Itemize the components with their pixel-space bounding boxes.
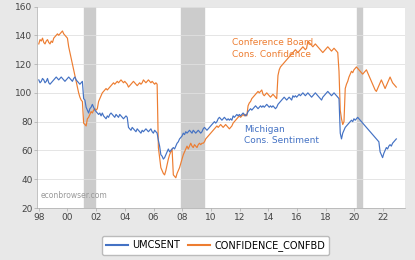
Text: Conference Board
Cons. Confidence: Conference Board Cons. Confidence — [232, 38, 314, 59]
Bar — [357, 6, 361, 208]
Text: Michigan
Cons. Sentiment: Michigan Cons. Sentiment — [244, 125, 319, 145]
Bar — [84, 6, 95, 208]
Text: econbrowser.com: econbrowser.com — [41, 191, 108, 200]
Legend: UMCSENT, CONFIDENCE_CONFBD: UMCSENT, CONFIDENCE_CONFBD — [103, 236, 329, 255]
Bar — [181, 6, 204, 208]
